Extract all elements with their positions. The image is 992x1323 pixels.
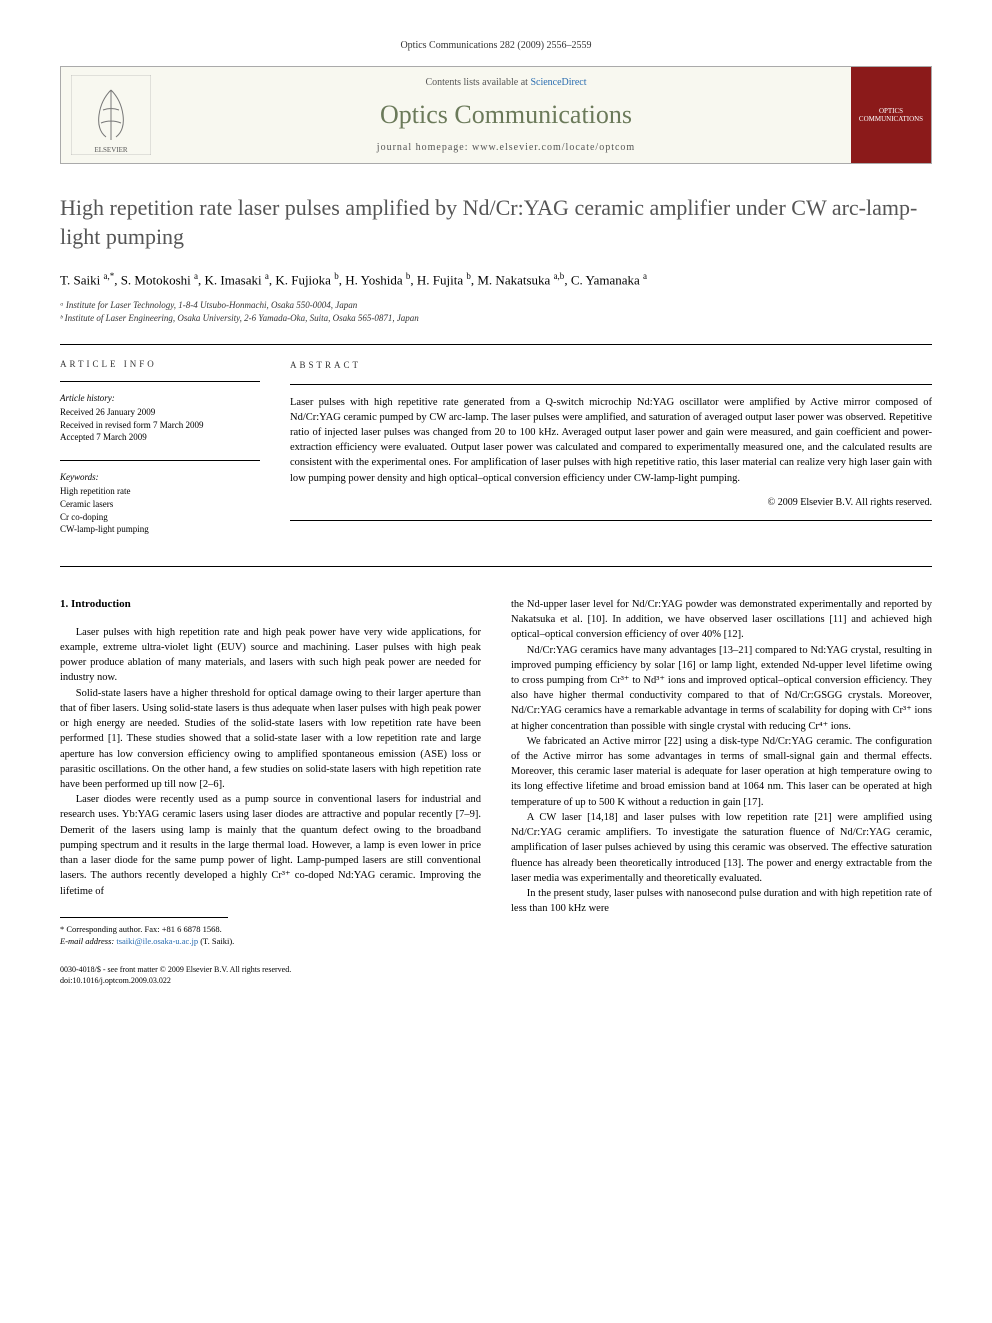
body-para: A CW laser [14,18] and laser pulses with… [511, 810, 932, 886]
keywords-label: Keywords: [60, 471, 260, 484]
footer-doi: doi:10.1016/j.optcom.2009.03.022 [60, 975, 481, 986]
corresponding-author: * Corresponding author. Fax: +81 6 6878 … [60, 924, 481, 936]
svg-text:ELSEVIER: ELSEVIER [94, 146, 127, 154]
email-line: E-mail address: tsaiki@ile.osaka-u.ac.jp… [60, 936, 481, 948]
article-info: ARTICLE INFO Article history: Received 2… [60, 359, 260, 552]
masthead-center: Contents lists available at ScienceDirec… [161, 67, 851, 163]
abstract-heading: ABSTRACT [290, 359, 932, 372]
body-para: In the present study, laser pulses with … [511, 886, 932, 916]
affiliation-a: ᵃ Institute for Laser Technology, 1-8-4 … [60, 299, 932, 313]
history-label: Article history: [60, 392, 260, 405]
rule-bottom [60, 566, 932, 567]
left-column: 1. Introduction Laser pulses with high r… [60, 597, 481, 986]
homepage-prefix: journal homepage: [377, 142, 472, 153]
publisher-logo: ELSEVIER [61, 67, 161, 163]
contents-prefix: Contents lists available at [425, 77, 530, 88]
affiliation-b: ᵇ Institute of Laser Engineering, Osaka … [60, 312, 932, 326]
footer-copyright: 0030-4018/$ - see front matter © 2009 El… [60, 964, 481, 975]
history-accepted: Accepted 7 March 2009 [60, 431, 260, 444]
body-para: the Nd-upper laser level for Nd/Cr:YAG p… [511, 597, 932, 643]
rule-abs-1 [290, 384, 932, 385]
email-label: E-mail address: [60, 936, 114, 946]
body-columns: 1. Introduction Laser pulses with high r… [60, 597, 932, 986]
email-suffix: (T. Saiki). [200, 936, 234, 946]
article-info-heading: ARTICLE INFO [60, 359, 260, 369]
body-para: We fabricated an Active mirror [22] usin… [511, 734, 932, 810]
history-revised: Received in revised form 7 March 2009 [60, 419, 260, 432]
contents-line: Contents lists available at ScienceDirec… [171, 77, 841, 88]
body-para: Laser diodes were recently used as a pum… [60, 792, 481, 899]
section-1-heading: 1. Introduction [60, 597, 481, 613]
abstract-copyright: © 2009 Elsevier B.V. All rights reserved… [290, 496, 932, 511]
meta-row: ARTICLE INFO Article history: Received 2… [60, 345, 932, 566]
elsevier-tree-icon: ELSEVIER [71, 75, 151, 155]
footnote-block: * Corresponding author. Fax: +81 6 6878 … [60, 924, 481, 948]
rule-info-1 [60, 381, 260, 382]
author-email[interactable]: tsaiki@ile.osaka-u.ac.jp [116, 936, 198, 946]
homepage-url[interactable]: www.elsevier.com/locate/optcom [472, 142, 635, 153]
footnote-rule [60, 917, 228, 918]
authors-line: T. Saiki a,*, S. Motokoshi a, K. Imasaki… [60, 271, 932, 288]
article-title: High repetition rate laser pulses amplif… [60, 194, 932, 251]
body-para: Laser pulses with high repetition rate a… [60, 625, 481, 686]
footer: 0030-4018/$ - see front matter © 2009 El… [60, 964, 481, 986]
keyword-2: Ceramic lasers [60, 498, 260, 511]
body-para: Nd/Cr:YAG ceramics have many advantages … [511, 643, 932, 734]
keyword-3: Cr co-doping [60, 511, 260, 524]
journal-cover-thumb: OPTICS COMMUNICATIONS [851, 67, 931, 163]
sciencedirect-link[interactable]: ScienceDirect [530, 77, 586, 88]
body-para: Solid-state lasers have a higher thresho… [60, 686, 481, 793]
journal-homepage: journal homepage: www.elsevier.com/locat… [171, 142, 841, 153]
rule-info-2 [60, 460, 260, 461]
abstract-text: Laser pulses with high repetitive rate g… [290, 395, 932, 486]
header-citation: Optics Communications 282 (2009) 2556–25… [60, 40, 932, 51]
keyword-1: High repetition rate [60, 485, 260, 498]
journal-name: Optics Communications [171, 100, 841, 130]
masthead: ELSEVIER Contents lists available at Sci… [60, 66, 932, 164]
affiliations: ᵃ Institute for Laser Technology, 1-8-4 … [60, 299, 932, 326]
right-column: the Nd-upper laser level for Nd/Cr:YAG p… [511, 597, 932, 986]
rule-abs-2 [290, 520, 932, 521]
abstract: ABSTRACT Laser pulses with high repetiti… [290, 359, 932, 552]
keyword-4: CW-lamp-light pumping [60, 523, 260, 536]
history-received: Received 26 January 2009 [60, 406, 260, 419]
